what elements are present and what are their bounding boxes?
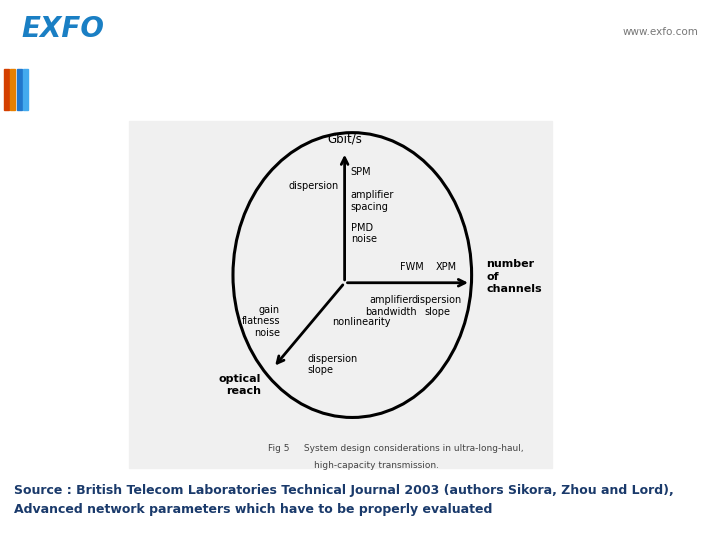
Text: Gbit/s: Gbit/s	[327, 133, 362, 146]
Bar	[4, 69, 9, 110]
Text: Source : British Telecom Laboratories Technical Journal 2003 (authors Sikora, Zh: Source : British Telecom Laboratories Te…	[14, 484, 674, 516]
Bar	[129, 121, 552, 468]
Text: high-capacity transmission.: high-capacity transmission.	[268, 461, 438, 470]
Bar	[10, 69, 15, 110]
Text: FWM: FWM	[400, 262, 424, 272]
Text: optical
reach: optical reach	[219, 374, 261, 396]
Text: PMD
noise: PMD noise	[351, 222, 377, 244]
Bar	[23, 69, 28, 110]
Text: What’s important in Optical Networks: What’s important in Optical Networks	[35, 79, 481, 99]
Text: number
of
channels: number of channels	[486, 259, 542, 294]
Text: nonlinearity: nonlinearity	[333, 316, 391, 327]
Text: dispersion: dispersion	[288, 181, 338, 191]
Text: dispersion
slope: dispersion slope	[307, 354, 358, 375]
Text: amplifier
bandwidth: amplifier bandwidth	[365, 295, 417, 316]
Text: EXFO: EXFO	[22, 15, 104, 43]
Bar	[17, 69, 22, 110]
Text: Fig 5     System design considerations in ultra-long-haul,: Fig 5 System design considerations in ul…	[268, 444, 523, 454]
Text: dispersion
slope: dispersion slope	[412, 295, 462, 316]
Text: amplifier
spacing: amplifier spacing	[351, 191, 394, 212]
Text: SPM: SPM	[351, 167, 372, 177]
Text: XPM: XPM	[436, 262, 456, 272]
Text: www.exfo.com: www.exfo.com	[623, 28, 698, 37]
Text: gain
flatness
noise: gain flatness noise	[241, 305, 280, 338]
